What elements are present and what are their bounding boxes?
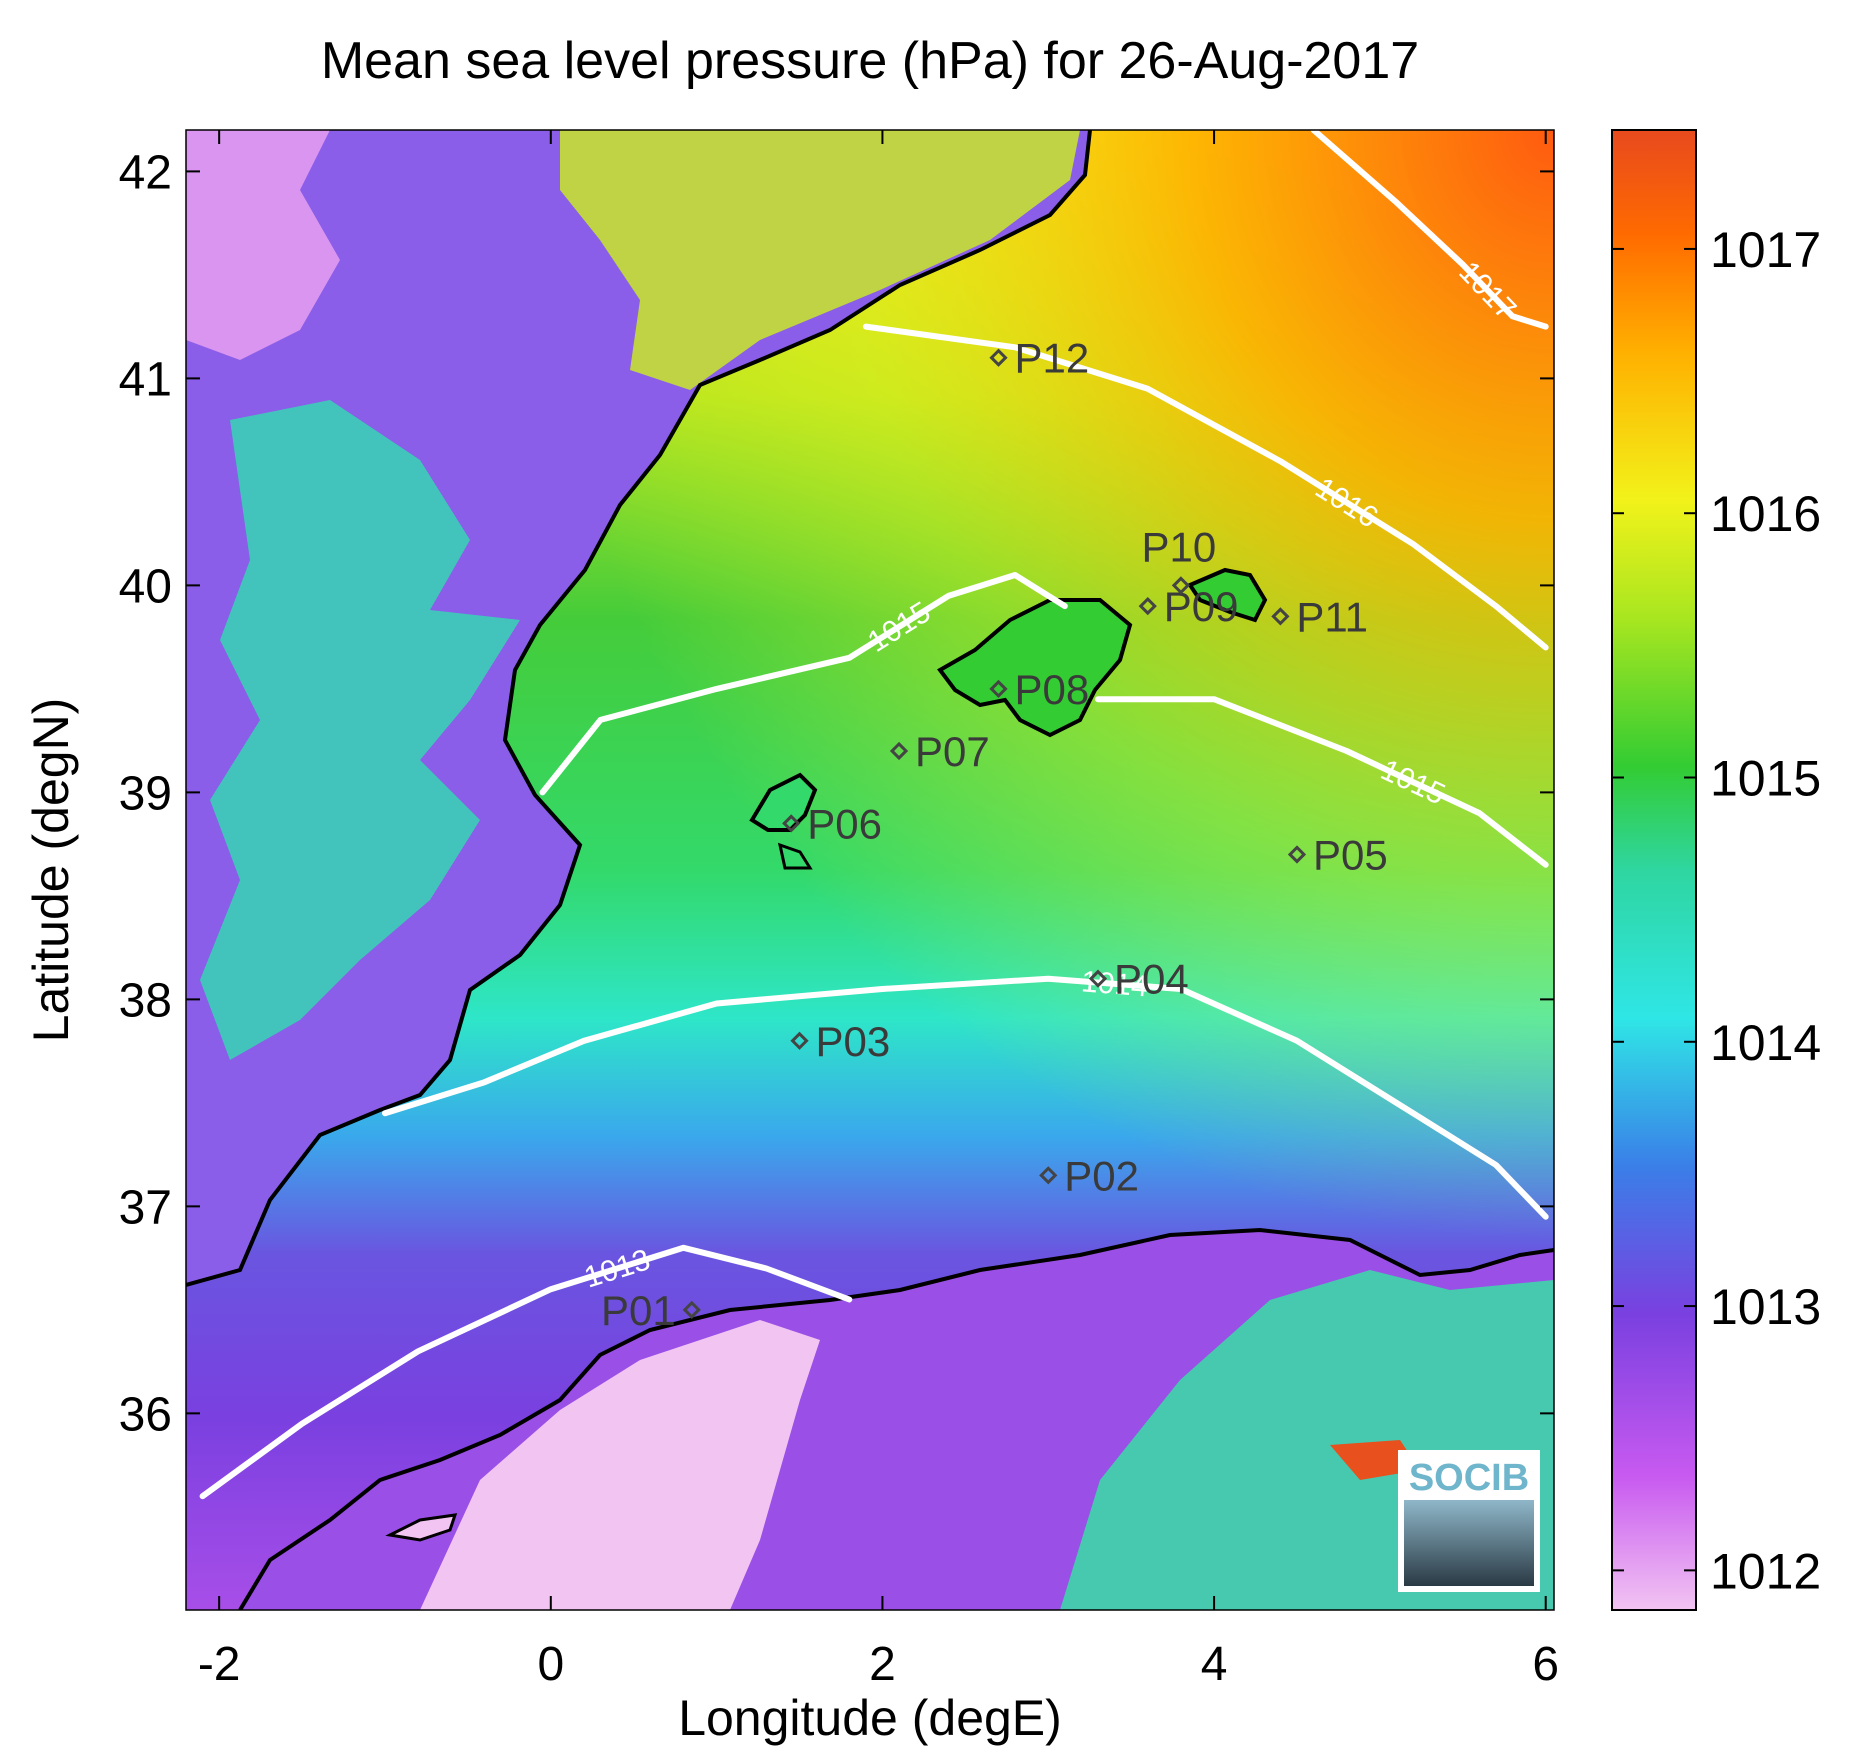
station-marker [682,1300,701,1319]
y-tick-label: 36 [119,1388,172,1441]
station-label: P11 [1296,593,1368,640]
y-tick-label: 37 [119,1181,172,1234]
logo-text: SOCIB [1409,1457,1529,1499]
colorbar-ticks: 1012 1013 1014 1015 1016 1017 [1612,222,1821,1599]
chart-title: Mean sea level pressure (hPa) for 26-Aug… [321,32,1419,90]
island-ibiza [749,772,818,832]
land-iberia-pink-patches [186,130,340,360]
station-markers: P01 P02 P03 P04 P05 P06 P07 P08 P09 P10 P11 P12 [601,335,1388,1334]
station-marker [1271,607,1290,626]
colorbar-tick-label: 1014 [1710,1015,1821,1071]
x-tick-label: 0 [537,1638,564,1691]
isobar-1017 [1310,130,1549,330]
island-formentera [777,842,813,870]
land-north-africa-pink [420,1320,820,1610]
station-marker [1287,845,1307,864]
y-axis-ticks: 36 37 38 39 40 41 42 [119,146,1554,1441]
island-menorca [1187,567,1268,623]
y-tick-label: 38 [119,974,172,1027]
x-tick-label: -2 [198,1638,241,1691]
coastline-iberia [186,130,1092,1287]
station-marker [1088,969,1108,988]
isobar-1016 [862,323,1549,651]
x-axis-label: Longitude (degE) [678,1690,1062,1746]
x-tick-label: 2 [869,1638,896,1691]
station-label: P02 [1064,1152,1139,1199]
plot-frame [185,129,1555,1611]
colorbar-tick-label: 1017 [1710,222,1821,278]
station-label: P05 [1313,831,1388,878]
station-label: P06 [807,800,882,847]
land-north-africa-hotspot [1330,1440,1420,1480]
coastline-north-africa [238,1227,1554,1610]
station-label: P12 [1015,335,1090,382]
station-marker [1138,596,1157,616]
colorbar-gradient [1611,129,1697,1611]
station-marker [889,741,909,761]
colorbar: 1012 1013 1014 1015 1016 1017 [1611,129,1821,1611]
station-marker [790,1031,809,1050]
y-tick-label: 41 [119,353,172,406]
station-label: P09 [1164,583,1239,630]
logo-image [1404,1500,1534,1586]
colorbar-tick-label: 1015 [1710,751,1821,807]
station-label: P08 [1015,666,1090,713]
isobar-1015 [1095,696,1549,868]
station-label: P04 [1114,956,1189,1003]
island-alboran-coast [385,1513,458,1542]
colorbar-tick-label: 1013 [1710,1279,1821,1335]
y-tick-label: 39 [119,767,172,820]
station-marker [1171,576,1191,595]
station-marker [989,348,1008,367]
station-marker [1039,1166,1058,1185]
y-axis-label: Latitude (degN) [23,698,79,1043]
colorbar-tick-label: 1016 [1710,486,1821,542]
y-tick-label: 42 [119,146,172,199]
station-marker [989,679,1008,699]
x-tick-label: 4 [1201,1638,1228,1691]
x-tick-label: 6 [1532,1638,1559,1691]
station-label: P10 [1142,523,1217,570]
colorbar-tick-label: 1012 [1710,1543,1821,1599]
station-label: P03 [816,1018,891,1065]
isobar-1015 [539,572,1068,796]
island-mallorca [937,598,1133,738]
isobar-1014 [382,975,1549,1220]
land-iberia-yellow-patches [560,130,1080,390]
isobar-label: 1014 [1080,965,1149,1003]
isobar-1013 [199,1244,853,1500]
station-label: P01 [601,1287,676,1334]
socib-logo: SOCIB [1398,1450,1540,1592]
y-tick-label: 40 [119,560,172,613]
x-axis-ticks: -2 0 2 4 6 [198,130,1559,1691]
station-marker [782,814,801,833]
land-iberia-green-patches [200,400,520,1060]
station-label: P07 [915,728,990,775]
land-iberia [186,130,1090,1285]
